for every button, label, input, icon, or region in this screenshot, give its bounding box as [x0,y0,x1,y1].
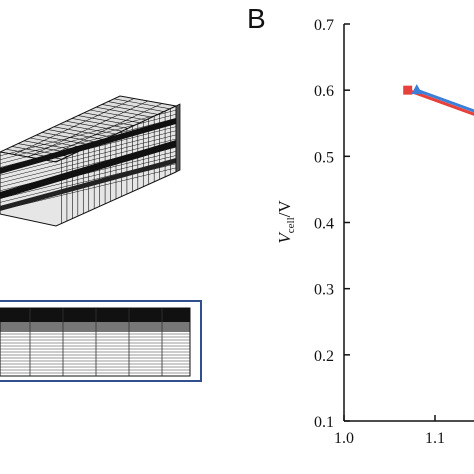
y-tick-label: 0.4 [314,216,334,233]
mesh-grid-line [0,138,177,184]
mesh-grid-line [0,118,177,164]
panel-b-letter: B [247,3,266,34]
y-tick-label: 0.2 [314,348,334,365]
y-tick-label: 0.3 [314,282,334,299]
y-tick-label: 0.1 [314,414,334,431]
y-tick-label: 0.6 [314,83,334,100]
mesh-top-grid [5,98,171,160]
cross-section-gray-layer [0,322,190,332]
mesh-cross-section [0,300,202,382]
mesh-grid-line [13,98,135,155]
x-ticks: 1.01.11. [334,415,445,447]
y-ticks: 0.1 0.2 0.3 0.4 0.5 0.6 0.7 [314,17,350,431]
mesh-grid-line [0,167,177,211]
mesh-dark-band-2 [0,140,176,199]
x-tick-label: 1.1 [425,430,445,447]
mesh-side-face [175,103,181,173]
mesh-grid-line [0,130,177,176]
mesh-grid-line [0,109,177,157]
series-layer [403,84,474,116]
mesh-dark-band-3 [0,158,176,211]
y-axis-label-main: V [275,231,294,244]
data-point-triangle [411,84,423,95]
mesh-grid-line [0,155,177,199]
series-1 [403,85,474,116]
series-2 [411,84,474,113]
y-axis-label-unit: /V [275,200,294,218]
mesh-model-3d [0,95,181,227]
chart-plot: 0.10.20.30.40.50.60.7 1.01.11. Vcell/V [275,17,474,447]
mesh-grid-line [41,103,163,160]
y-axis-label: Vcell/V [275,200,297,244]
y-axis-label-sub: cell [285,217,297,233]
data-point-square [403,85,413,95]
mesh-grid-line [0,134,177,180]
y-tick-label: 0.7 [314,17,334,34]
series-line [416,88,474,113]
y-tick-label: 0.5 [314,149,334,166]
cross-section-dark-layer [0,308,190,322]
cross-section-grid [0,308,190,376]
x-tick-label: 1.0 [334,430,354,447]
cross-section-outline [0,307,191,377]
mesh-grid-line [27,100,149,158]
mesh-dark-band-1 [0,118,176,174]
mesh-grid-line [0,114,177,160]
series-line [407,88,474,116]
